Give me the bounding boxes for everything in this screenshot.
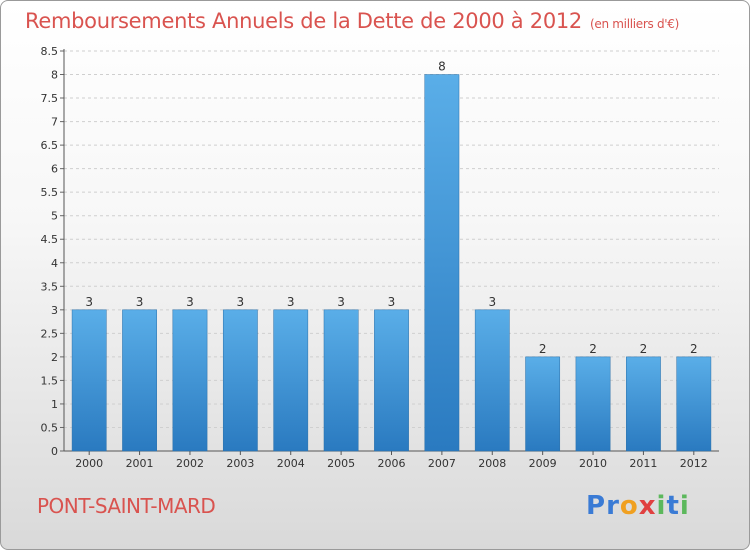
bar-2001 <box>122 309 157 452</box>
data-label-2004: 3 <box>287 295 295 309</box>
chart-title: Remboursements Annuels de la Dette de 20… <box>25 9 679 33</box>
bar-2003 <box>222 309 258 452</box>
bar-2008 <box>474 309 510 452</box>
logo-letter: o <box>619 491 639 521</box>
data-label-2006: 3 <box>388 295 396 309</box>
data-label-2010: 2 <box>589 342 597 356</box>
bar-2004 <box>273 309 309 452</box>
x-tick-label-2005: 2005 <box>327 457 355 470</box>
bar-2009 <box>525 356 561 452</box>
x-tick-label-2000: 2000 <box>75 457 103 470</box>
y-tick-label: 1.5 <box>41 374 59 387</box>
x-tick-label-2008: 2008 <box>478 457 506 470</box>
y-tick-label: 5 <box>51 210 58 223</box>
x-tick-label-2003: 2003 <box>226 457 254 470</box>
y-tick-label: 0 <box>51 445 58 458</box>
x-tick-label-2011: 2011 <box>629 457 657 470</box>
data-label-2000: 3 <box>85 295 93 309</box>
y-tick-label: 8.5 <box>41 45 59 58</box>
logo-letter: t <box>666 491 680 521</box>
y-tick-label: 4.5 <box>41 233 59 246</box>
y-tick-label: 6.5 <box>41 139 59 152</box>
commune-name: PONT-SAINT-MARD <box>37 494 216 518</box>
proxiti-logo[interactable]: Proxiti <box>586 491 690 521</box>
y-tick-label: 0.5 <box>41 421 59 434</box>
y-tick-label: 6 <box>51 163 58 176</box>
bar-2007 <box>424 74 460 452</box>
data-label-2003: 3 <box>237 295 245 309</box>
data-label-2008: 3 <box>488 295 496 309</box>
bar-2010 <box>575 356 611 452</box>
x-tick-label-2001: 2001 <box>126 457 154 470</box>
bars <box>71 74 712 452</box>
x-tick-label-2009: 2009 <box>529 457 557 470</box>
data-label-2002: 3 <box>186 295 194 309</box>
data-label-2011: 2 <box>640 342 648 356</box>
data-label-2012: 2 <box>690 342 698 356</box>
y-tick-label: 5.5 <box>41 186 59 199</box>
logo-letter: x <box>638 491 657 521</box>
bar-2006 <box>374 309 409 452</box>
data-labels: 3 3 3 3 3 3 3 8 3 2 2 2 2 <box>85 60 697 356</box>
data-label-2005: 3 <box>337 295 345 309</box>
chart-unit: (en milliers d'€) <box>590 17 680 31</box>
x-tick-label-2007: 2007 <box>428 457 456 470</box>
logo-letter: i <box>679 491 690 521</box>
data-label-2009: 2 <box>539 342 547 356</box>
y-tick-label: 1 <box>51 398 58 411</box>
bar-2002 <box>172 309 208 452</box>
x-tick-label-2006: 2006 <box>378 457 406 470</box>
y-tick-label: 7 <box>51 116 58 129</box>
x-tick-label-2012: 2012 <box>680 457 708 470</box>
y-tick-label: 8 <box>51 69 58 82</box>
data-label-2007: 8 <box>438 60 446 74</box>
x-tick-label-2004: 2004 <box>277 457 305 470</box>
y-tick-label: 7.5 <box>41 92 59 105</box>
y-tick-label: 4 <box>51 257 58 270</box>
logo-letter: r <box>606 491 620 521</box>
bar-2011 <box>626 356 661 452</box>
data-label-2001: 3 <box>136 295 144 309</box>
x-tick-label-2010: 2010 <box>579 457 607 470</box>
y-tick-label: 3 <box>51 304 58 317</box>
logo-letter: i <box>656 491 667 521</box>
axes: 0 0.5 1 1.5 2 2.5 3 3.5 4 4.5 5 5.5 6 6.5 7 7.5 8 8.5 2000… <box>41 45 719 470</box>
bar-2005 <box>323 309 359 452</box>
y-tick-label: 3.5 <box>41 280 59 293</box>
x-tick-label-2002: 2002 <box>176 457 204 470</box>
bar-2000 <box>71 309 107 452</box>
y-tick-label: 2 <box>51 351 58 364</box>
y-tick-label: 2.5 <box>41 327 59 340</box>
logo-letter: P <box>586 491 607 521</box>
chart-title-text: Remboursements Annuels de la Dette de 20… <box>25 9 582 33</box>
bar-2012 <box>676 356 712 452</box>
